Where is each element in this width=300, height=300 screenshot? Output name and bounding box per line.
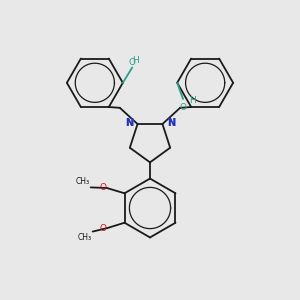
Text: N: N bbox=[167, 118, 175, 128]
Text: N: N bbox=[125, 118, 134, 128]
Text: O: O bbox=[99, 184, 106, 193]
Text: H: H bbox=[132, 56, 139, 65]
Text: N: N bbox=[167, 118, 175, 128]
Text: O: O bbox=[100, 224, 107, 232]
Text: N: N bbox=[167, 118, 175, 128]
Text: CH₃: CH₃ bbox=[78, 233, 92, 242]
Text: CH₃: CH₃ bbox=[76, 177, 90, 186]
Text: H: H bbox=[189, 96, 196, 105]
Text: N: N bbox=[125, 118, 134, 128]
Text: N: N bbox=[125, 118, 134, 128]
Text: O: O bbox=[180, 103, 187, 112]
Text: O: O bbox=[129, 58, 136, 68]
